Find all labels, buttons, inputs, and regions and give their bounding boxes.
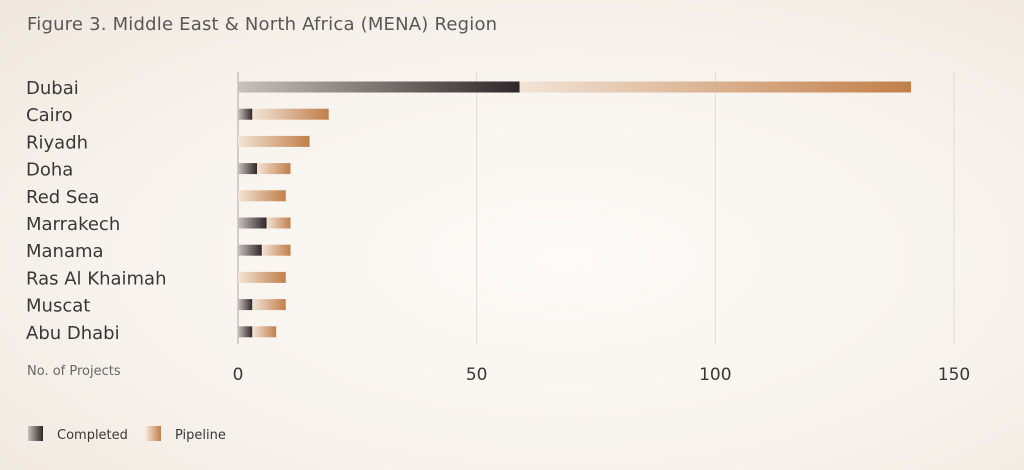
category-label: Manama	[26, 241, 104, 262]
bar-pipeline	[252, 326, 277, 338]
category-labels: Dubai Cairo Riyadh Doha Red Sea Marrakech Mana…	[26, 78, 167, 344]
bar-pipeline	[238, 271, 286, 283]
grid-layer	[237, 72, 955, 344]
figure-title: Figure 3. Middle East & North Africa (ME…	[27, 14, 498, 35]
x-tick-label: 0	[233, 365, 244, 385]
category-label: Red Sea	[26, 187, 99, 208]
bar-pipeline	[238, 190, 286, 202]
legend-label-completed: Completed	[57, 428, 128, 443]
bar-completed	[238, 217, 267, 229]
bar-completed	[238, 81, 520, 93]
bars-layer	[238, 81, 912, 338]
bar-pipeline	[252, 108, 329, 120]
bar-pipeline	[257, 163, 291, 175]
category-label: Riyadh	[26, 132, 88, 153]
bar-pipeline	[519, 81, 912, 93]
category-label: Marrakech	[26, 214, 120, 235]
legend-swatch-completed	[28, 426, 43, 441]
legend: Completed Pipeline	[28, 426, 226, 443]
bar-completed	[238, 163, 258, 175]
x-axis-caption: No. of Projects	[27, 364, 121, 379]
legend-swatch-pipeline	[146, 426, 161, 441]
category-label: Ras Al Khaimah	[26, 268, 167, 289]
category-label: Abu Dhabi	[26, 323, 120, 344]
x-axis-ticks: 0 50 100 150	[233, 365, 971, 385]
x-tick-label: 50	[466, 365, 488, 385]
x-tick-label: 100	[699, 365, 731, 385]
bar-pipeline	[266, 217, 291, 229]
bar-pipeline	[252, 299, 286, 311]
category-label: Doha	[26, 160, 73, 181]
bar-pipeline	[261, 244, 291, 256]
bar-completed	[238, 244, 262, 256]
bar-completed	[238, 299, 253, 311]
bar-pipeline	[238, 135, 310, 147]
bar-completed	[238, 326, 253, 338]
legend-label-pipeline: Pipeline	[175, 428, 226, 443]
bar-completed	[238, 108, 253, 120]
x-tick-label: 150	[938, 365, 970, 385]
category-label: Dubai	[26, 78, 79, 99]
category-label: Muscat	[26, 296, 90, 317]
category-label: Cairo	[26, 105, 73, 126]
